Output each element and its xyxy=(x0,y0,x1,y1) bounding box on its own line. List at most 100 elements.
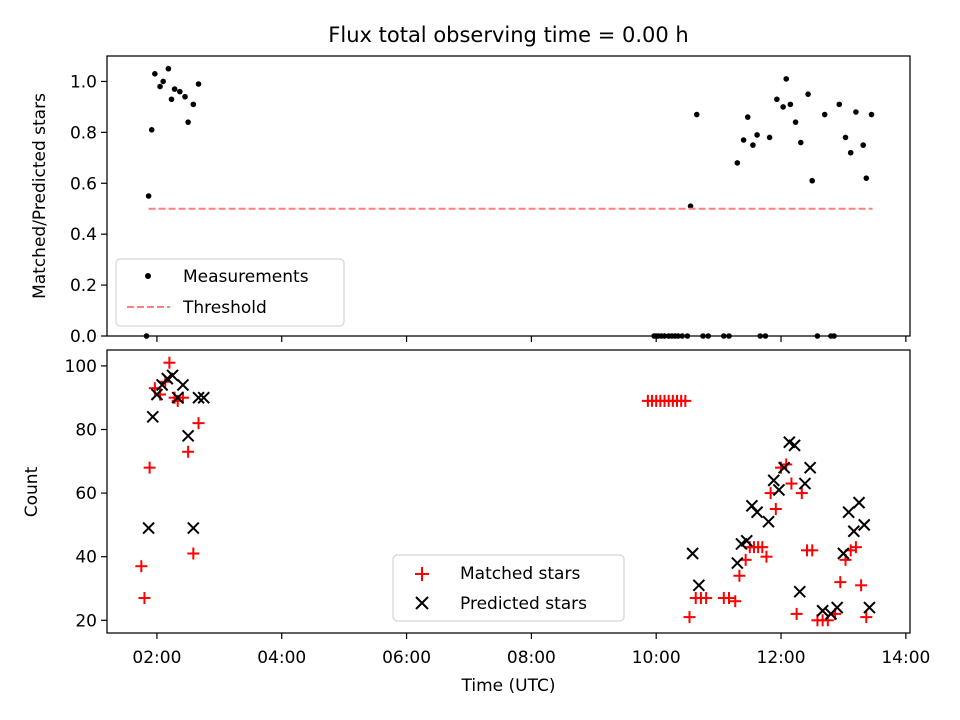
predicted-stars-point xyxy=(772,483,786,497)
matched-stars-point xyxy=(135,560,148,573)
x-axis-label: Time (UTC) xyxy=(461,676,556,696)
measurement-point xyxy=(693,111,700,118)
measurement-point xyxy=(863,175,870,181)
bottom-y-tick-label: 60 xyxy=(75,484,97,504)
predicted-stars-point xyxy=(842,505,855,519)
top-y-tick-label: 0.0 xyxy=(70,327,97,347)
measurement-point xyxy=(145,193,152,199)
predicted-stars-point xyxy=(793,585,806,598)
top-y-tick-label: 0.2 xyxy=(70,276,97,296)
matched-stars-point xyxy=(834,576,847,589)
bottom-axes-frame xyxy=(106,349,911,634)
bottom-x-tick-label: 04:00 xyxy=(257,648,306,668)
measurement-point xyxy=(836,101,843,108)
legend-measurements-marker xyxy=(145,273,151,279)
predicted-stars-point xyxy=(830,601,844,614)
measurement-point xyxy=(797,139,804,146)
measurement-point xyxy=(165,65,172,72)
chart-title: Flux total observing time = 0.00 h xyxy=(328,23,688,47)
matched-stars-point xyxy=(795,487,808,500)
bottom-x-tick-label: 10:00 xyxy=(632,648,681,668)
top-legend: Measurements Threshold xyxy=(115,258,345,327)
bottom-x-tick-label: 08:00 xyxy=(507,648,556,668)
bottom-panel: 20 40 60 80 100 02:00 04:00 06:00 08:00 10:00 12:… xyxy=(22,349,930,696)
bottom-x-tick-label: 02:00 xyxy=(132,648,181,668)
predicted-stars-point xyxy=(837,547,850,560)
measurement-point xyxy=(783,76,790,82)
predicted-stars-point xyxy=(197,391,210,404)
legend-threshold-label: Threshold xyxy=(182,298,267,318)
predicted-stars-point xyxy=(762,515,775,528)
matched-stars-point xyxy=(756,541,769,554)
measurement-point xyxy=(868,111,875,118)
predicted-stars-point xyxy=(816,604,829,617)
legend-matched-label: Matched stars xyxy=(460,564,580,584)
measurement-point xyxy=(842,134,849,141)
predicted-stars-point xyxy=(192,391,205,404)
measurement-point xyxy=(177,88,183,95)
predicted-stars-point xyxy=(176,378,190,392)
predicted-stars-point xyxy=(740,534,753,547)
measurement-point xyxy=(744,114,751,120)
matched-stars-point xyxy=(733,569,746,582)
top-y-tick-label: 0.8 xyxy=(70,123,97,143)
bottom-y-tick-label: 40 xyxy=(75,548,97,568)
legend-matched-marker xyxy=(415,567,429,581)
predicted-stars-point xyxy=(803,461,817,474)
matched-stars-point xyxy=(849,541,862,554)
matched-stars-point xyxy=(182,445,195,458)
legend-predicted-label: Predicted stars xyxy=(460,594,587,614)
measurement-point xyxy=(766,134,773,141)
top-y-tick-label: 0.6 xyxy=(70,174,97,194)
bottom-y-tick-label: 80 xyxy=(75,420,97,440)
matched-stars-point xyxy=(143,461,156,474)
bottom-legend-box xyxy=(392,554,625,622)
matched-stars-point xyxy=(192,417,205,430)
predicted-stars-point xyxy=(847,525,861,538)
matched-stars-point xyxy=(187,547,200,560)
measurement-point xyxy=(860,142,866,148)
top-y-tick-label: 1.0 xyxy=(70,72,97,92)
measurement-point xyxy=(195,81,202,87)
bottom-y-tick-label: 20 xyxy=(75,611,97,631)
matched-stars-point xyxy=(855,579,868,592)
measurement-point xyxy=(171,86,178,92)
predicted-stars-point xyxy=(863,601,876,614)
top-x-ticks xyxy=(156,336,907,342)
predicted-stars-point xyxy=(692,579,706,592)
matched-stars-point xyxy=(679,394,692,407)
measurement-point xyxy=(687,203,694,209)
matched-stars-point xyxy=(729,595,742,608)
measurement-point xyxy=(792,119,799,125)
predicted-stars-point xyxy=(146,410,159,423)
predicted-stars-point xyxy=(731,556,744,570)
measurement-point xyxy=(740,137,747,143)
predicted-stars-point xyxy=(777,461,791,474)
top-y-tick-label: 0.4 xyxy=(70,225,97,245)
measurement-point xyxy=(148,127,155,133)
matched-stars-point xyxy=(790,607,803,620)
measurement-point xyxy=(152,71,158,77)
measurement-point xyxy=(190,101,197,108)
predicted-stars-point xyxy=(798,477,812,490)
matched-stars-point xyxy=(785,477,798,490)
bottom-plot-data xyxy=(135,356,876,627)
measurement-point xyxy=(734,160,741,166)
predicted-stars-point xyxy=(858,518,871,532)
legend-predicted-marker xyxy=(415,596,429,610)
measurement-point xyxy=(847,149,854,156)
measurement-point xyxy=(754,132,760,138)
matched-stars-point xyxy=(723,592,736,605)
matched-stars-point xyxy=(860,611,873,624)
measurement-point xyxy=(809,177,816,184)
predicted-stars-point xyxy=(750,505,764,519)
predicted-stars-point xyxy=(150,388,164,401)
bottom-x-tick-label: 12:00 xyxy=(757,648,806,668)
predicted-stars-point xyxy=(788,439,801,452)
measurement-point xyxy=(787,101,794,108)
measurement-point xyxy=(821,111,828,118)
measurement-point xyxy=(853,109,859,115)
predicted-stars-point xyxy=(767,474,780,487)
predicted-stars-point xyxy=(142,521,155,535)
